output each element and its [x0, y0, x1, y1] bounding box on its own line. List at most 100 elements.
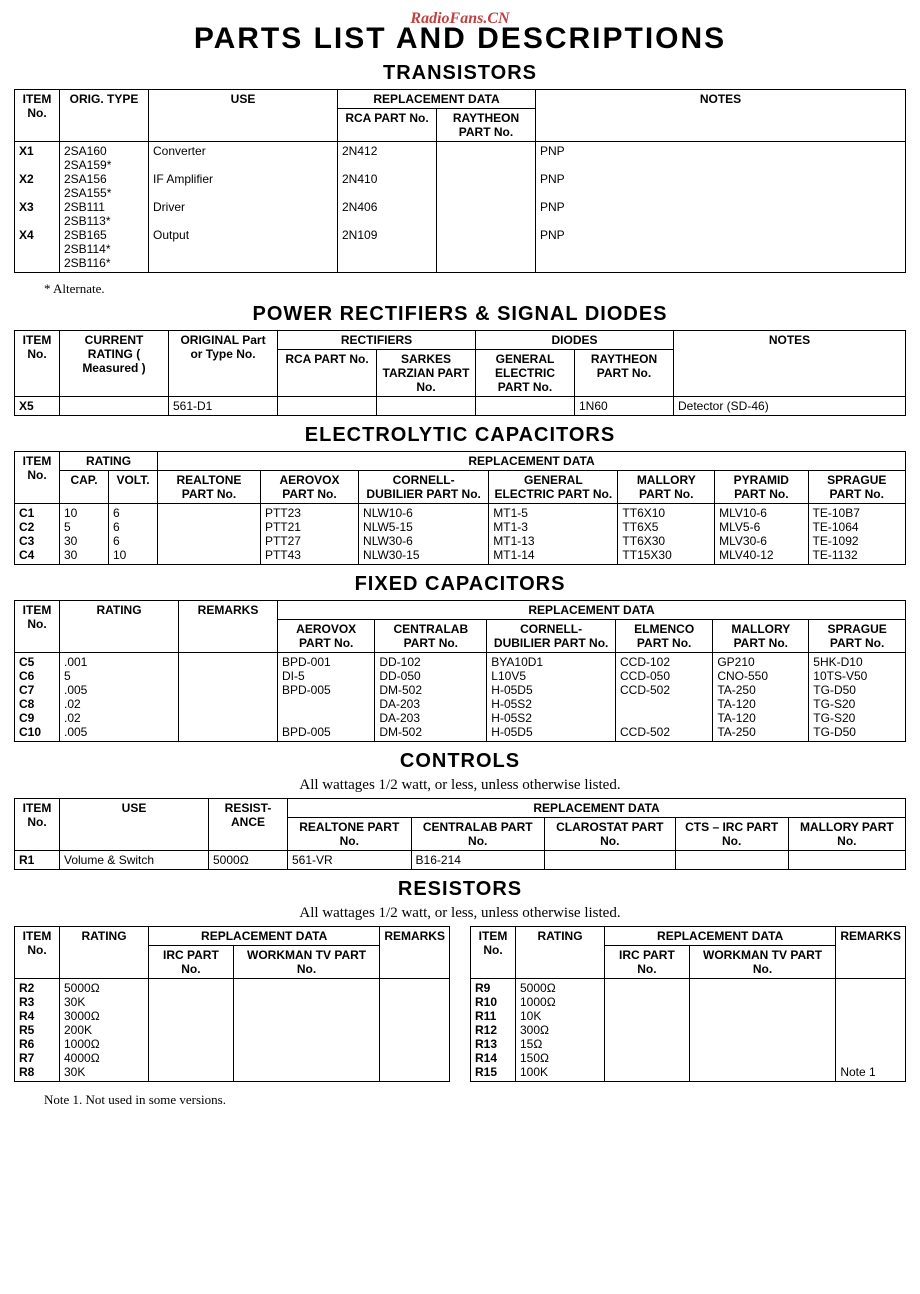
- transistors-footnote: * Alternate.: [44, 281, 906, 297]
- rectifiers-table: ITEM No. CURRENT RATING ( Measured ) ORI…: [14, 330, 906, 416]
- col-orig: ORIG. TYPE: [60, 90, 149, 142]
- table-cell: [377, 397, 476, 416]
- col-rating: RATING: [60, 601, 179, 653]
- col-mallory: MALLORY PART No.: [618, 471, 715, 504]
- col-elmenco: ELMENCO PART No.: [616, 620, 713, 653]
- table-cell: [675, 851, 788, 870]
- table-cell: [149, 979, 234, 1082]
- col-resist: RESIST- ANCE: [209, 799, 288, 851]
- col-rca: RCA PART No.: [278, 350, 377, 397]
- table-cell: 561-D1: [169, 397, 278, 416]
- col-mallory: MALLORY PART No.: [713, 620, 809, 653]
- table-cell: [788, 851, 905, 870]
- col-item: ITEM No.: [15, 331, 60, 397]
- col-workman: WORKMAN TV PART No.: [233, 946, 379, 979]
- table-row: X5561-D11N60Detector (SD-46): [15, 397, 906, 416]
- table-cell: MLV10-6MLV5-6MLV30-6MLV40-12: [715, 504, 808, 565]
- table-cell: BYA10D1L10V5H-05D5H-05S2H-05S2H-05D5: [487, 653, 616, 742]
- table-cell: [380, 979, 450, 1082]
- col-use: USE: [60, 799, 209, 851]
- col-aerovox: AEROVOX PART No.: [260, 471, 358, 504]
- resistors-footnote: Note 1. Not used in some versions.: [44, 1092, 906, 1108]
- col-aerovox: AEROVOX PART No.: [278, 620, 375, 653]
- col-sarkes: SARKES TARZIAN PART No.: [377, 350, 476, 397]
- table-cell: [60, 397, 169, 416]
- table-cell: R9R10R11R12R13R14R15: [471, 979, 516, 1082]
- table-cell: 561-VR: [288, 851, 412, 870]
- table-cell: PTT23PTT21PTT27PTT43: [260, 504, 358, 565]
- table-row: X1X2X3X42SA1602SA159*2SA1562SA155*2SB111…: [15, 142, 906, 273]
- table-cell: [689, 979, 835, 1082]
- col-rect: RECTIFIERS: [278, 331, 476, 350]
- electrolytic-table: ITEM No. RATING REPLACEMENT DATA CAP. VO…: [14, 451, 906, 565]
- fixed-title: FIXED CAPACITORS: [14, 573, 906, 596]
- table-cell: PNPPNPPNPPNP: [536, 142, 906, 273]
- controls-title: CONTROLS: [14, 750, 906, 773]
- table-cell: [437, 142, 536, 273]
- col-rca: RCA PART No.: [338, 109, 437, 142]
- resistors-title: RESISTORS: [14, 878, 906, 901]
- table-cell: Volume & Switch: [60, 851, 209, 870]
- table-cell: X1X2X3X4: [15, 142, 60, 273]
- table-cell: [158, 504, 261, 565]
- col-realtone: REALTONE PART No.: [288, 818, 412, 851]
- table-cell: GP210CNO-550TA-250TA-120TA-120TA-250: [713, 653, 809, 742]
- col-cornell: CORNELL- DUBILIER PART No.: [359, 471, 489, 504]
- resistors-dual-wrap: ITEM No. RATING REPLACEMENT DATA REMARKS…: [14, 926, 906, 1090]
- table-cell: 66610: [109, 504, 158, 565]
- table-cell: [605, 979, 690, 1082]
- col-centralab: CENTRALAB PART No.: [411, 818, 544, 851]
- col-remarks: REMARKS: [179, 601, 278, 653]
- transistors-title: TRANSISTORS: [14, 62, 906, 85]
- col-rating: RATING: [60, 927, 149, 979]
- col-orig: ORIGINAL Part or Type No.: [169, 331, 278, 397]
- fixed-table: ITEM No. RATING REMARKS REPLACEMENT DATA…: [14, 600, 906, 742]
- table-cell: Note 1: [836, 979, 906, 1082]
- col-current: CURRENT RATING ( Measured ): [60, 331, 169, 397]
- col-sprague: SPRAGUE PART No.: [808, 471, 905, 504]
- col-pyramid: PYRAMID PART No.: [715, 471, 808, 504]
- table-row: R9R10R11R12R13R14R155000Ω1000Ω10K300Ω15Ω…: [471, 979, 906, 1082]
- col-raytheon: RAYTHEON PART No.: [437, 109, 536, 142]
- table-cell: .0015.005.02.02.005: [60, 653, 179, 742]
- col-replacement: REPLACEMENT DATA: [338, 90, 536, 109]
- col-replacement: REPLACEMENT DATA: [278, 601, 906, 620]
- table-cell: [278, 397, 377, 416]
- col-mallory: MALLORY PART No.: [788, 818, 905, 851]
- col-ge: GENERAL ELECTRIC PART No.: [476, 350, 575, 397]
- col-irc: IRC PART No.: [605, 946, 690, 979]
- col-item: ITEM No.: [15, 601, 60, 653]
- table-cell: 5HK-D1010TS-V50TG-D50TG-S20TG-S20TG-D50: [809, 653, 906, 742]
- col-diodes: DIODES: [476, 331, 674, 350]
- table-cell: X5: [15, 397, 60, 416]
- col-replacement: REPLACEMENT DATA: [288, 799, 906, 818]
- table-cell: NLW10-6NLW5-15NLW30-6NLW30-15: [359, 504, 489, 565]
- col-remarks: REMARKS: [380, 927, 450, 979]
- table-cell: TE-10B7TE-1064TE-1092TE-1132: [808, 504, 905, 565]
- table-row: R1Volume & Switch5000Ω561-VRB16-214: [15, 851, 906, 870]
- col-cap: CAP.: [60, 471, 109, 504]
- col-workman: WORKMAN TV PART No.: [689, 946, 835, 979]
- col-item: ITEM No.: [15, 90, 60, 142]
- transistors-table: ITEM No. ORIG. TYPE USE REPLACEMENT DATA…: [14, 89, 906, 273]
- table-row: R2R3R4R5R6R7R85000Ω30K3000Ω200K1000Ω4000…: [15, 979, 450, 1082]
- col-replacement: REPLACEMENT DATA: [149, 927, 380, 946]
- col-raytheon: RAYTHEON PART No.: [575, 350, 674, 397]
- col-replacement: REPLACEMENT DATA: [605, 927, 836, 946]
- table-cell: CCD-102CCD-050CCD-502CCD-502: [616, 653, 713, 742]
- col-item: ITEM No.: [471, 927, 516, 979]
- table-row: C1C2C3C4105303066610PTT23PTT21PTT27PTT43…: [15, 504, 906, 565]
- col-rating: RATING: [60, 452, 158, 471]
- col-replacement: REPLACEMENT DATA: [158, 452, 906, 471]
- col-item: ITEM No.: [15, 927, 60, 979]
- table-cell: MT1-5MT1-3MT1-13MT1-14: [489, 504, 618, 565]
- col-volt: VOLT.: [109, 471, 158, 504]
- table-cell: ConverterIF AmplifierDriverOutput: [149, 142, 338, 273]
- col-notes: NOTES: [674, 331, 906, 397]
- controls-subnote: All wattages 1/2 watt, or less, unless o…: [14, 777, 906, 794]
- table-cell: [544, 851, 675, 870]
- col-irc: IRC PART No.: [149, 946, 234, 979]
- table-cell: 2SA1602SA159*2SA1562SA155*2SB1112SB113*2…: [60, 142, 149, 273]
- col-remarks: REMARKS: [836, 927, 906, 979]
- col-cornell: CORNELL- DUBILIER PART No.: [487, 620, 616, 653]
